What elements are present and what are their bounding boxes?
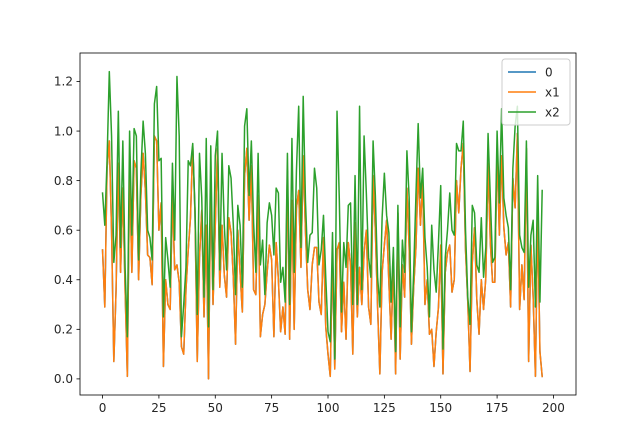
x-tick-label: 200 <box>542 401 565 415</box>
legend-label-0: 0 <box>545 65 553 79</box>
y-tick-label: 0.4 <box>54 273 73 287</box>
x-tick-label: 100 <box>317 401 340 415</box>
x-tick-label: 175 <box>486 401 509 415</box>
y-tick-label: 0.8 <box>54 174 73 188</box>
x-tick-label: 75 <box>264 401 279 415</box>
plot-area <box>101 70 543 380</box>
series-line-x2 <box>101 70 543 360</box>
series-lines <box>101 70 543 380</box>
x-tick-label: 0 <box>99 401 107 415</box>
legend-label-x1: x1 <box>545 85 560 99</box>
y-tick-label: 0.6 <box>54 223 73 237</box>
series-line-x1 <box>101 132 543 380</box>
legend: 0 x1 x2 <box>501 58 571 126</box>
x-tick-label: 50 <box>208 401 223 415</box>
y-tick-label: 1.2 <box>54 75 73 89</box>
x-tick-label: 25 <box>151 401 166 415</box>
x-tick-label: 150 <box>429 401 452 415</box>
legend-label-x2: x2 <box>545 105 560 119</box>
x-tick-label: 125 <box>373 401 396 415</box>
y-tick-label: 0.2 <box>54 323 73 337</box>
y-tick-label: 0.0 <box>54 372 73 386</box>
axes: 0 25 50 75 100 125 150 175 200 0.0 0.2 0.4 0.6 0.8 1.0… <box>54 52 577 415</box>
y-tick-label: 1.0 <box>54 124 73 138</box>
